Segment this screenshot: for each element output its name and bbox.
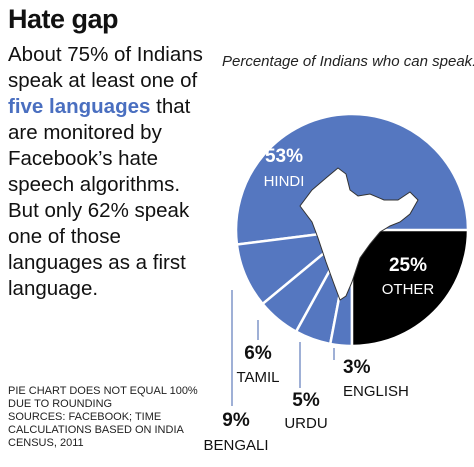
category-label: ENGLISH	[343, 383, 409, 400]
intro-after: that are monitored by Facebook’s hate sp…	[8, 95, 191, 300]
chart-title: Percentage of Indians who can speak:	[222, 53, 474, 70]
value-label: 25%	[389, 255, 427, 276]
category-label: HINDI	[264, 173, 305, 190]
value-label: 9%	[222, 410, 250, 431]
labels: 25% OTHER 3% ENGLISH 5% URDU 6% TAMIL 9% BENGALI 5…	[203, 146, 434, 454]
category-label: OTHER	[382, 281, 435, 298]
category-label: URDU	[284, 415, 327, 432]
intro-highlight: five languages	[8, 95, 151, 118]
india-map	[299, 167, 419, 301]
slice	[350, 228, 470, 348]
value-label: 3%	[343, 357, 371, 378]
category-label: BENGALI	[203, 437, 268, 454]
intro-text: About 75% of Indians speak at least one …	[8, 42, 204, 302]
value-label: 6%	[244, 343, 272, 364]
intro-before: About 75% of Indians speak at least one …	[8, 43, 203, 92]
value-label: 53%	[265, 146, 303, 167]
notes: PIE CHART DOES NOT EQUAL 100% DUE TO ROU…	[8, 385, 208, 450]
note: PIE CHART DOES NOT EQUAL 100% DUE TO ROU…	[8, 385, 198, 410]
title: Hate gap	[8, 4, 119, 34]
category-label: TAMIL	[236, 369, 279, 386]
note: SOURCES: FACEBOOK; TIME CALCULATIONS BAS…	[8, 411, 184, 449]
value-label: 5%	[292, 390, 320, 411]
